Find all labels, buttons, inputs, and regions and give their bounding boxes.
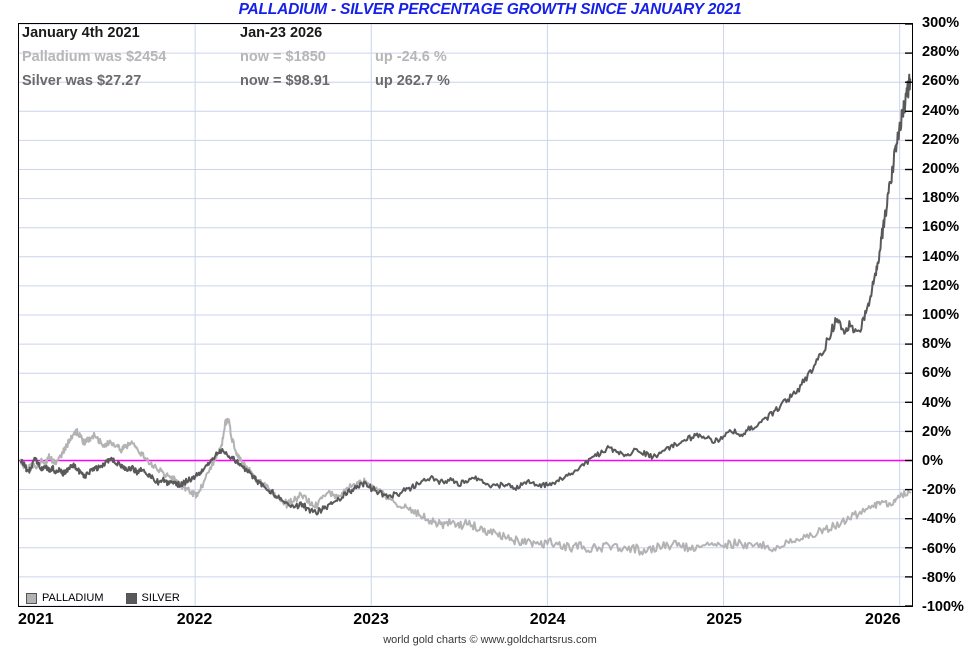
gridlines	[19, 24, 912, 606]
y-axis-tick-label: -80%	[922, 569, 956, 586]
y-axis-tick-label: -20%	[922, 482, 956, 499]
y-axis-tick-label: 60%	[922, 365, 952, 382]
y-axis-tick-label: 260%	[922, 73, 960, 90]
y-axis-tick-label: 40%	[922, 394, 952, 411]
x-axis-tick-label: 2021	[18, 611, 54, 628]
plot-area	[18, 23, 913, 607]
y-axis-tick-label: 200%	[922, 161, 960, 177]
y-axis-tick-label: 160%	[922, 219, 960, 236]
chart-title: PALLADIUM - SILVER PERCENTAGE GROWTH SIN…	[238, 1, 742, 18]
y-axis-tick-label: 100%	[922, 307, 960, 323]
y-axis-tick-label: 80%	[922, 336, 952, 353]
chart-canvas	[19, 24, 912, 606]
legend-swatch-palladium-icon	[26, 592, 37, 604]
legend-item-silver: SILVER	[125, 592, 180, 604]
legend-item-palladium: PALLADIUM	[26, 592, 104, 604]
series-line-silver	[19, 73, 912, 516]
y-axis-tick-label: 20%	[922, 423, 952, 440]
y-axis-tick-label: 0%	[922, 453, 943, 469]
footer-credit: world gold charts © www.goldchartsrus.co…	[383, 634, 597, 646]
y-axis-labels: 300% 280% 260% 240% 220% 200% 180% 160% 140% 120%…	[922, 0, 980, 650]
x-axis-tick-label: 2024	[529, 611, 566, 628]
y-axis-tick-label: 140%	[922, 248, 960, 265]
y-axis-tick-label: 220%	[922, 131, 960, 148]
y-axis-tick-label: 240%	[922, 102, 960, 119]
y-axis-tick-label: -60%	[922, 540, 956, 557]
y-axis-tick-label: -100%	[922, 599, 964, 615]
legend-swatch-silver-icon	[125, 592, 137, 604]
chart-legend: PALLADIUM SILVER	[26, 592, 180, 604]
x-axis-tick-label: 2026	[865, 611, 901, 628]
vertical-gridlines	[194, 24, 901, 606]
y-axis-tick-label: -40%	[922, 511, 956, 528]
y-axis-tick-label: 300%	[922, 15, 960, 31]
series-line-palladium	[19, 417, 912, 556]
x-axis-labels: 2021 2022 2023 2024 2025 2026	[0, 611, 980, 637]
y-axis-tick-label: 120%	[922, 277, 960, 294]
x-axis-tick-label: 2025	[706, 611, 742, 628]
x-axis-tick-label: 2022	[176, 611, 213, 628]
legend-label-palladium: PALLADIUM	[42, 592, 104, 604]
legend-label-silver: SILVER	[141, 592, 180, 604]
x-axis-tick-label: 2023	[353, 611, 389, 628]
y-axis-tick-label: 180%	[922, 190, 960, 207]
y-axis-tick-label: 280%	[922, 44, 960, 61]
